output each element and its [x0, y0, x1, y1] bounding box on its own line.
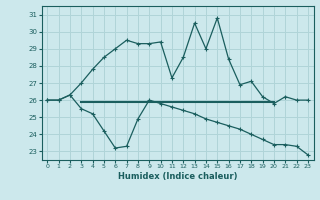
- X-axis label: Humidex (Indice chaleur): Humidex (Indice chaleur): [118, 172, 237, 181]
